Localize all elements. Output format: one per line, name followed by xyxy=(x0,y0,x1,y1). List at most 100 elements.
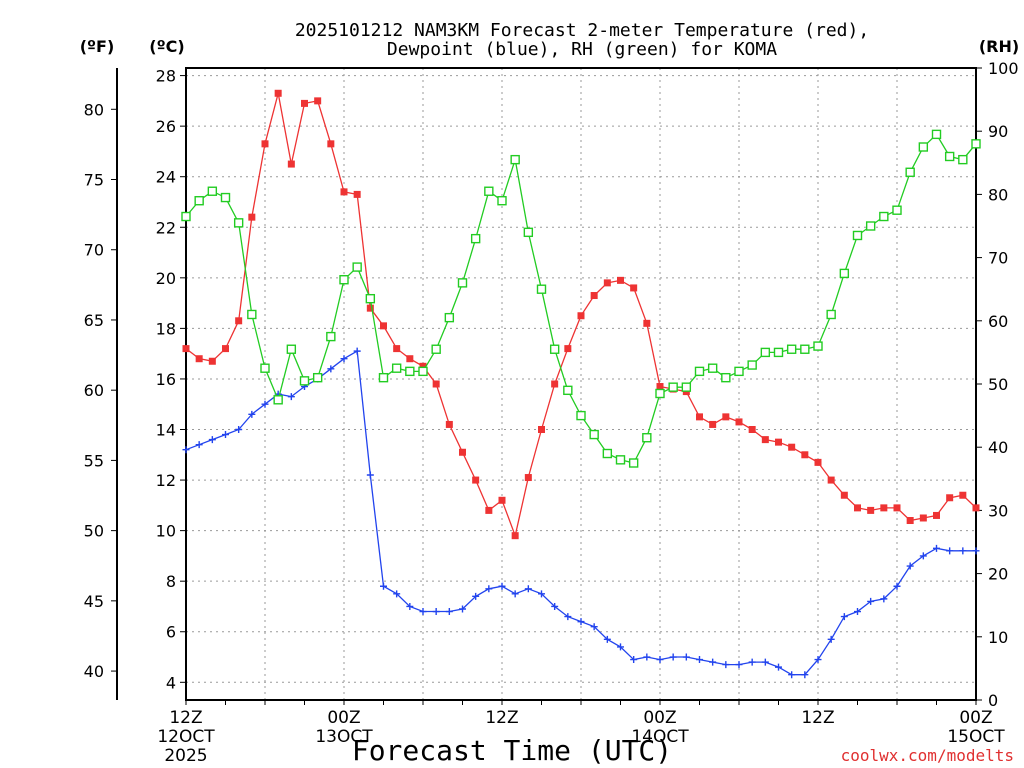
temperature-point xyxy=(551,380,559,388)
rh-point xyxy=(944,151,955,162)
rh-point xyxy=(786,344,797,354)
dewpoint-point xyxy=(208,436,216,444)
rh-point xyxy=(892,205,902,215)
temperature-point xyxy=(696,413,703,421)
dewpoint-point xyxy=(551,602,559,610)
rh-point xyxy=(734,366,744,377)
temperature-point xyxy=(445,420,453,428)
temperature-point xyxy=(327,140,335,148)
celsius-tick-label: 4 xyxy=(166,673,176,692)
chart-title-line1: 2025101212 NAM3KM Forecast 2-meter Tempe… xyxy=(295,20,869,41)
rh-point xyxy=(497,196,507,206)
dewpoint-point xyxy=(946,547,954,555)
dewpoint-point xyxy=(498,582,506,590)
celsius-axis-unit: (ºC) xyxy=(149,37,184,56)
temperature-point xyxy=(656,383,664,391)
rh-tick-label: 40 xyxy=(988,438,1008,457)
rh-point xyxy=(286,344,297,354)
time-tick-date: 13OCT xyxy=(315,727,373,747)
rh-point xyxy=(668,382,678,392)
rh-point xyxy=(865,221,876,231)
temperature-point xyxy=(432,380,440,388)
rh-point xyxy=(326,331,336,342)
rh-tick-label: 50 xyxy=(988,375,1008,394)
rh-point xyxy=(905,167,915,177)
rh-point xyxy=(681,382,692,392)
temperature-point xyxy=(880,504,888,512)
celsius-tick-label: 28 xyxy=(156,67,176,86)
rh-tick-label: 60 xyxy=(988,312,1008,331)
rh-point xyxy=(549,344,560,354)
dewpoint-point xyxy=(709,658,717,666)
temperature-point xyxy=(538,426,545,434)
rh-point xyxy=(760,347,771,358)
rh-point xyxy=(536,284,547,294)
time-tick-label: 00Z xyxy=(959,708,992,728)
dewpoint-point xyxy=(564,613,572,621)
rh-point xyxy=(207,186,218,196)
time-tick-label: 00Z xyxy=(643,708,676,728)
dewpoint-point xyxy=(840,613,848,621)
celsius-tick-label: 8 xyxy=(166,572,176,591)
rh-point xyxy=(655,388,665,399)
temperature-point xyxy=(406,355,414,363)
dewpoint-point xyxy=(287,393,295,401)
temperature-point xyxy=(511,532,519,540)
rh-point xyxy=(642,433,652,443)
rh-point xyxy=(773,347,784,358)
rh-point xyxy=(431,344,441,354)
temperature-point xyxy=(709,420,717,428)
dewpoint-point xyxy=(235,426,243,434)
dewpoint-point xyxy=(827,635,835,643)
fahrenheit-tick-label: 50 xyxy=(84,522,104,541)
rh-tick-label: 80 xyxy=(988,185,1008,204)
temperature-point xyxy=(801,451,809,459)
rh-point xyxy=(220,192,231,203)
celsius-tick-label: 22 xyxy=(156,218,176,237)
rh-tick-label: 10 xyxy=(988,628,1008,647)
rh-point xyxy=(879,211,889,222)
fahrenheit-tick-label: 70 xyxy=(84,241,104,260)
temperature-point xyxy=(617,276,624,284)
dewpoint-point xyxy=(854,608,861,616)
temperature-point xyxy=(366,304,374,312)
dewpoint-point xyxy=(472,592,480,600)
temperature-point xyxy=(748,426,756,434)
dewpoint-point xyxy=(669,653,677,661)
rh-point xyxy=(563,385,573,396)
dewpoint-point xyxy=(814,656,822,664)
rh-point xyxy=(299,376,310,386)
x-axis-label: Forecast Time (UTC) xyxy=(352,734,672,767)
dewpoint-point xyxy=(933,544,940,552)
temperature-point xyxy=(195,355,203,363)
temperature-point xyxy=(590,292,598,300)
dewpoint-point xyxy=(919,552,927,560)
dewpoint-point xyxy=(222,431,229,439)
fahrenheit-tick-label: 65 xyxy=(84,311,104,330)
temperature-point xyxy=(630,284,638,292)
rh-point xyxy=(852,230,863,241)
rh-point xyxy=(457,278,468,288)
dewpoint-point xyxy=(485,585,493,593)
dewpoint-point xyxy=(511,590,519,598)
temperature-point xyxy=(182,345,190,353)
fahrenheit-tick-label: 55 xyxy=(84,451,104,470)
dewpoint-point xyxy=(959,547,967,555)
rh-point xyxy=(918,142,929,152)
temperature-point xyxy=(235,317,243,325)
temperature-point xyxy=(340,188,348,196)
rh-tick-label: 20 xyxy=(988,565,1008,584)
celsius-tick-label: 6 xyxy=(166,623,176,642)
temperature-point xyxy=(222,345,229,353)
dewpoint-point xyxy=(748,658,756,666)
dewpoint-point xyxy=(524,585,532,593)
temperature-point xyxy=(459,448,466,456)
temperature-point xyxy=(261,140,269,148)
dewpoint-point xyxy=(577,618,585,626)
temperature-point xyxy=(314,97,322,105)
dewpoint-point xyxy=(972,547,980,555)
watermark: coolwx.com/modelts xyxy=(841,746,1014,765)
rh-point xyxy=(523,227,534,238)
temperature-point xyxy=(393,345,401,353)
rh-tick-label: 0 xyxy=(988,691,998,710)
